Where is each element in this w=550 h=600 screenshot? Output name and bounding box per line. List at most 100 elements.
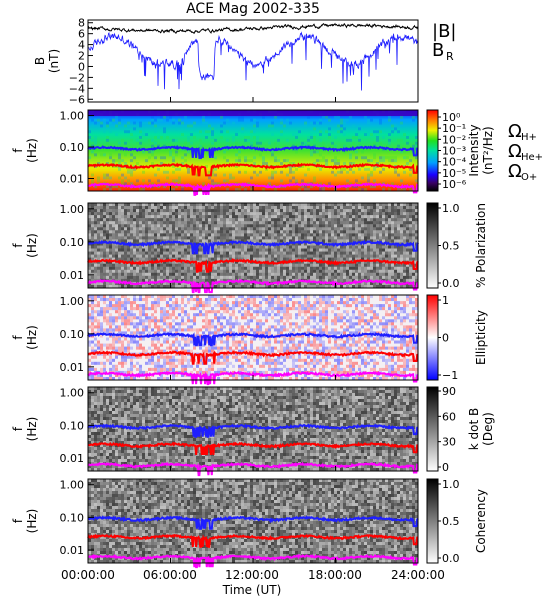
polarization-ylabel-line1: f bbox=[11, 243, 25, 248]
ellipticity-cbar-label-2: −1 bbox=[442, 369, 458, 382]
x-tick-4: 24:00:00 bbox=[391, 568, 445, 582]
polarization-cbar-label-1: 0.5 bbox=[442, 240, 460, 253]
ellipticity-ylabel-line1: f bbox=[11, 335, 25, 340]
mag-ytick-label-5: −2 bbox=[69, 71, 85, 84]
x-tick-2: 12:00:00 bbox=[225, 568, 279, 582]
coherency-colorbar bbox=[426, 478, 439, 564]
kdotb-cbar-label-0: 90 bbox=[442, 385, 456, 398]
intensity-ytick-label-0: 1.00 bbox=[60, 110, 85, 123]
ellipticity-ytick-label-0: 1.00 bbox=[60, 295, 85, 308]
mag-ylabel-line1: B bbox=[33, 57, 47, 65]
legend-b-total: |B| bbox=[432, 21, 456, 42]
kdotb-ylabel-line1: f bbox=[11, 426, 25, 431]
mag-ytick-label-7: −6 bbox=[69, 93, 85, 106]
intensity-cbar-label-2: 10⁻² bbox=[442, 133, 466, 146]
intensity-ylabel-line1: f bbox=[11, 148, 25, 153]
intensity-cyclotron-h-line bbox=[87, 144, 419, 159]
polarization-cbar-label-2: 0.0 bbox=[442, 277, 460, 290]
coherency-cyclotron-h-line bbox=[87, 515, 419, 530]
coherency-cbar-title: Coherency bbox=[474, 489, 488, 553]
panel-kdotb: 1.00 0.10 0.01 f (Hz) 90 60 30 0 k dot B (Deg) bbox=[11, 385, 495, 477]
legend-omega-sub-0: H+ bbox=[521, 132, 537, 143]
ellipticity-ylabel-line2: (Hz) bbox=[25, 325, 39, 350]
polarization-ylabel-line2: (Hz) bbox=[25, 233, 39, 258]
coherency-ytick-label-2: 0.01 bbox=[60, 544, 85, 557]
legend-omega-sub-1: He+ bbox=[521, 152, 543, 163]
coherency-cbar-label-0: 1.0 bbox=[442, 478, 460, 491]
panel-polarization: 1.00 0.10 0.01 f (Hz) 1.0 0.5 0.0 % Polarization bbox=[11, 202, 488, 294]
intensity-ytick-label-1: 0.10 bbox=[60, 141, 85, 154]
intensity-cbar-label-4: 10⁻⁴ bbox=[442, 156, 467, 169]
kdotb-ytick-label-0: 1.00 bbox=[60, 387, 85, 400]
ellipticity-cbar-title: Ellipticity bbox=[474, 310, 488, 365]
mag-ytick-label-2: 4 bbox=[78, 39, 85, 52]
mag-ylabel-line2: (nT) bbox=[47, 49, 61, 73]
x-tick-1: 06:00:00 bbox=[143, 568, 197, 582]
kdotb-cbar-label-1: 60 bbox=[442, 410, 456, 423]
ellipticity-ytick-label-1: 0.10 bbox=[60, 328, 85, 341]
intensity-ylabel-line2: (Hz) bbox=[25, 138, 39, 163]
legend-omega-2: Ω bbox=[508, 161, 522, 182]
coherency-cbar-label-2: 0.0 bbox=[442, 552, 460, 565]
series-b-total-line bbox=[87, 22, 418, 35]
panel-ellipticity: 1.00 0.10 0.01 f (Hz) 1 0 −1 Ellipticity bbox=[11, 294, 488, 386]
coherency-cyclotron-he-line bbox=[87, 533, 419, 548]
intensity-cbar-title-1: Intensity bbox=[467, 124, 481, 176]
intensity-top-band bbox=[88, 110, 418, 116]
coherency-cbar-label-1: 0.5 bbox=[442, 515, 460, 528]
mag-ytick-label-6: −4 bbox=[69, 82, 85, 95]
kdotb-ylabel-line2: (Hz) bbox=[25, 417, 39, 442]
panel-intensity: 1.00 0.10 0.01 f (Hz) 10⁰10⁻¹10⁻²10⁻³10⁻⁴10⁻⁵… bbox=[11, 109, 543, 196]
kdotb-ytick-label-1: 0.10 bbox=[60, 419, 85, 432]
kdotb-cbar-title-1: k dot B bbox=[467, 408, 481, 450]
intensity-ytick-label-2: 0.01 bbox=[60, 172, 85, 185]
intensity-cbar-label-3: 10⁻³ bbox=[442, 145, 466, 158]
intensity-cbar-label-5: 10⁻⁵ bbox=[442, 167, 466, 180]
legend-omega-1: Ω bbox=[508, 141, 522, 162]
intensity-background bbox=[88, 110, 418, 191]
coherency-cyclotron-o-line bbox=[87, 553, 419, 569]
kdotb-cyclotron-he-line bbox=[87, 441, 419, 456]
coherency-ytick-label-0: 1.00 bbox=[60, 479, 85, 492]
mag-ytick-label-3: 2 bbox=[78, 50, 85, 63]
intensity-colorbar bbox=[426, 109, 439, 192]
polarization-ytick-label-2: 0.01 bbox=[60, 269, 85, 282]
figure-title: ACE Mag 2002-335 bbox=[186, 1, 320, 17]
polarization-ytick-label-0: 1.00 bbox=[60, 203, 85, 216]
coherency-ytick-label-1: 0.10 bbox=[60, 511, 85, 524]
coherency-ylabel-line2: (Hz) bbox=[25, 509, 39, 534]
mag-ytick-label-4: 0 bbox=[78, 60, 85, 73]
intensity-cyclotron-o-line bbox=[87, 182, 419, 196]
intensity-cbar-label-0: 10⁰ bbox=[442, 111, 461, 124]
kdotb-cbar-label-2: 30 bbox=[442, 436, 456, 449]
kdotb-cbar-title-2: (Deg) bbox=[481, 412, 495, 446]
ellipticity-cbar-label-1: 0 bbox=[442, 332, 449, 345]
x-tick-0: 00:00:00 bbox=[61, 568, 115, 582]
intensity-cbar-label-6: 10⁻⁶ bbox=[442, 178, 467, 191]
ellipticity-ytick-label-2: 0.01 bbox=[60, 361, 85, 374]
legend-br: B bbox=[432, 40, 444, 61]
polarization-cbar-label-0: 1.0 bbox=[442, 202, 460, 215]
ellipticity-cyclotron-h-line bbox=[87, 331, 419, 347]
kdotb-colorbar bbox=[426, 386, 439, 472]
polarization-cyclotron-o-line bbox=[87, 278, 419, 294]
legend-omega-sub-2: O+ bbox=[521, 172, 537, 183]
legend-br-sub: R bbox=[446, 50, 454, 63]
intensity-cbar-title-2: (nT²/Hz) bbox=[481, 126, 495, 174]
series-br-line bbox=[87, 31, 419, 91]
x-tick-3: 18:00:00 bbox=[308, 568, 362, 582]
kdotb-cyclotron-h-line bbox=[87, 423, 419, 438]
kdotb-cbar-label-3: 0 bbox=[442, 461, 449, 474]
panel-coherency: 1.00 0.10 0.01 f (Hz) 1.0 0.5 0.0 Coherency bbox=[11, 478, 488, 569]
ellipticity-cyclotron-he-line bbox=[87, 350, 419, 365]
ellipticity-cbar-label-0: 1 bbox=[442, 294, 449, 307]
polarization-colorbar bbox=[426, 202, 439, 289]
polarization-ytick-label-1: 0.10 bbox=[60, 236, 85, 249]
ellipticity-colorbar bbox=[426, 294, 439, 381]
mag-ytick-label-0: 8 bbox=[78, 17, 85, 30]
kdotb-cyclotron-o-line bbox=[87, 461, 419, 477]
polarization-cyclotron-h-line bbox=[87, 239, 419, 255]
